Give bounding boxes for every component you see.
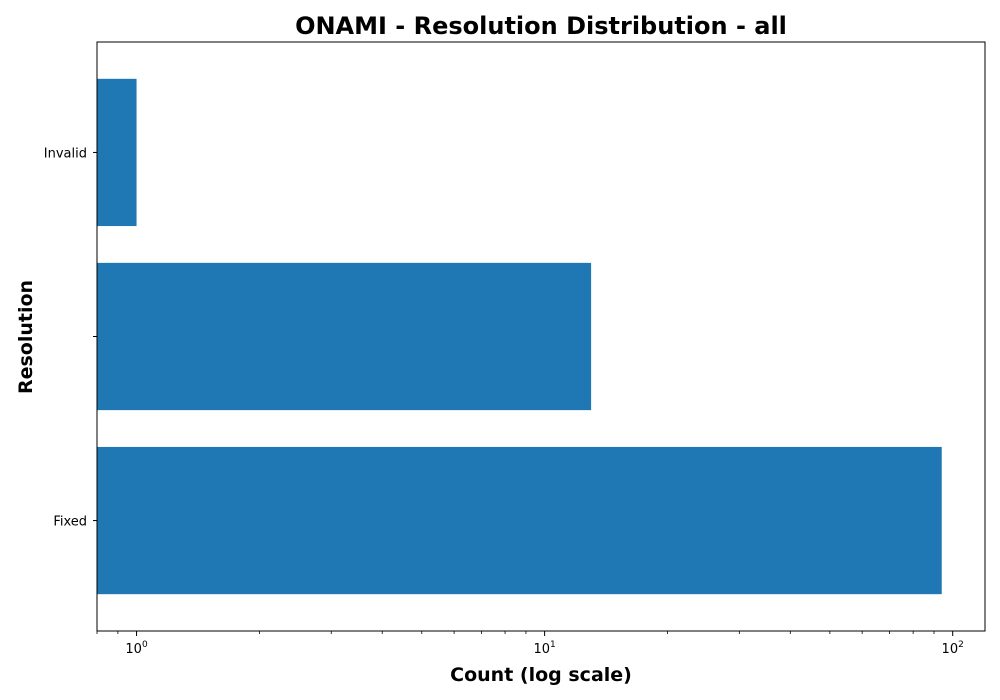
bar: [97, 262, 592, 411]
y-tick-label: Fixed: [53, 515, 87, 530]
chart-title: ONAMI - Resolution Distribution - all: [295, 12, 787, 40]
x-tick-label: 101: [533, 640, 555, 657]
x-axis-ticks: 100 101 102: [96, 631, 964, 657]
bar: [97, 78, 137, 227]
plot-frame: [96, 41, 986, 632]
y-tick-label: Invalid: [44, 146, 87, 161]
x-tick-label: 100: [125, 640, 148, 657]
y-axis-label: Resolution: [15, 280, 37, 394]
bars: [97, 78, 942, 595]
y-axis-ticks: Fixed Invalid: [44, 146, 97, 530]
x-tick-label: 102: [942, 640, 964, 657]
x-axis-label: Count (log scale): [450, 664, 632, 686]
bar: [97, 446, 942, 595]
